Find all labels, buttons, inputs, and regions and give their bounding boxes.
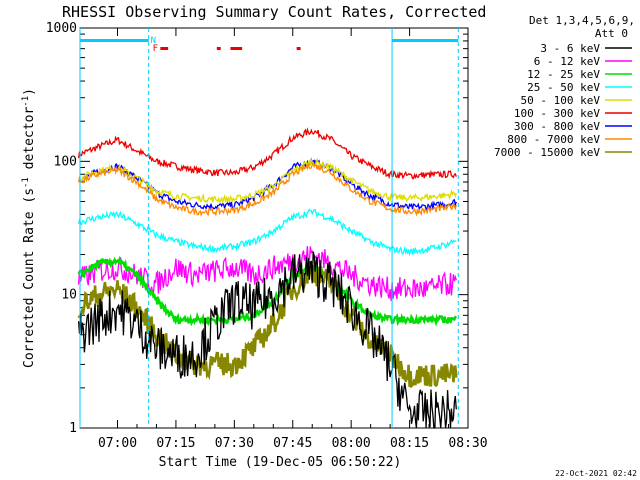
axis-ticks: 07:00 07:15 07:30 07:45 08:00 08:15 08:30 1 10 10… xyxy=(46,21,488,451)
series-line-8 xyxy=(77,251,457,429)
x-tick-label: 07:00 xyxy=(98,436,137,451)
f-flag-label: F xyxy=(153,44,158,54)
x-tick-label: 07:45 xyxy=(273,436,312,451)
x-axis-label: Start Time (19-Dec-05 06:50:22) xyxy=(159,455,402,470)
flag-bars: NF xyxy=(80,36,459,54)
y-tick-label: 1 xyxy=(69,421,77,436)
n-flag-label: N xyxy=(151,36,156,46)
series-line-5 xyxy=(77,246,457,301)
legend-label: 800 - 7000 keV xyxy=(507,133,600,146)
chart-title: RHESSI Observing Summary Count Rates, Co… xyxy=(62,3,486,21)
flare-bar xyxy=(230,47,243,50)
y-tick-label: 10 xyxy=(61,288,77,303)
legend-header-1: Det 1,3,4,5,6,9, xyxy=(529,14,635,27)
reference-lines xyxy=(79,28,459,428)
flare-bar xyxy=(296,47,301,50)
legend-label: 7000 - 15000 keV xyxy=(494,146,600,159)
y-tick-label: 100 xyxy=(54,154,77,169)
series-group xyxy=(77,127,458,429)
legend-label: 12 - 25 keV xyxy=(527,68,600,81)
x-tick-label: 08:15 xyxy=(390,436,429,451)
y-axis-label: Corrected Count Rate (s-1 detector-1) xyxy=(21,88,37,368)
series-line-3 xyxy=(77,161,457,218)
flare-bar xyxy=(160,47,169,50)
series-line-4 xyxy=(77,208,457,257)
generated-timestamp: 22-Oct-2021 02:42 xyxy=(555,469,637,478)
legend-label: 100 - 300 keV xyxy=(514,107,600,120)
legend-label: 3 - 6 keV xyxy=(540,42,600,55)
flare-bar xyxy=(216,47,221,50)
legend-label: 25 - 50 keV xyxy=(527,81,600,94)
night-bar xyxy=(392,39,459,42)
series-line-0 xyxy=(77,127,457,180)
y-tick-label: 1000 xyxy=(46,21,77,36)
night-bar xyxy=(80,39,149,42)
x-tick-label: 08:00 xyxy=(332,436,371,451)
series-line-2 xyxy=(78,157,457,205)
x-tick-label: 07:30 xyxy=(215,436,254,451)
legend-header-2: Att 0 xyxy=(595,27,628,40)
legend-label: 6 - 12 keV xyxy=(534,55,601,68)
x-tick-label: 07:15 xyxy=(156,436,195,451)
legend-label: 300 - 800 keV xyxy=(514,120,600,133)
legend-label: 50 - 100 keV xyxy=(521,94,601,107)
x-tick-label: 08:30 xyxy=(448,436,487,451)
